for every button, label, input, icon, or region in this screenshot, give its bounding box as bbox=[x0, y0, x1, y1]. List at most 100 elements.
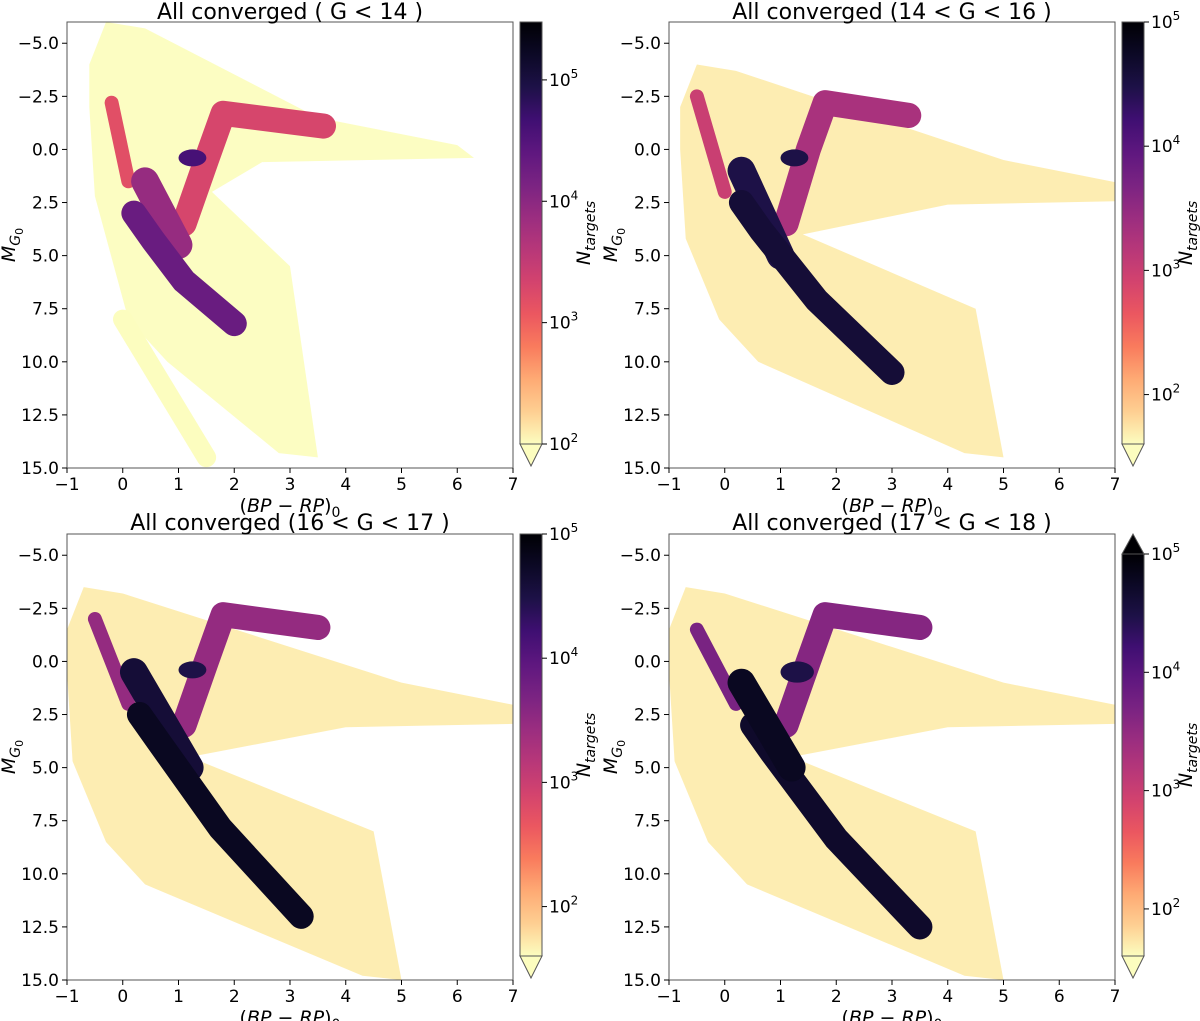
colorbar-extend-min bbox=[519, 955, 543, 980]
y-tick-label: 10.0 bbox=[623, 865, 661, 885]
y-tick-label: 2.5 bbox=[32, 706, 59, 726]
colorbar-gradient bbox=[519, 533, 543, 957]
feature-red-clump bbox=[780, 149, 809, 167]
x-axis-label: (BP − RP)0 bbox=[842, 495, 943, 521]
y-tick-label: 2.5 bbox=[32, 194, 59, 214]
colorbar-extend-max bbox=[1121, 532, 1145, 555]
colorbar-gradient bbox=[1121, 21, 1145, 445]
feature-turnoff-subgiant bbox=[727, 668, 806, 782]
x-tick-label: 2 bbox=[831, 475, 842, 495]
colorbar-tick-label: 105 bbox=[1151, 541, 1180, 565]
y-tick-label: 12.5 bbox=[623, 918, 661, 938]
x-tick-label: 3 bbox=[887, 987, 898, 1007]
y-tick-label: 15.0 bbox=[623, 971, 661, 991]
x-tick-label: −1 bbox=[54, 475, 79, 495]
y-tick-label: 7.5 bbox=[32, 812, 59, 832]
x-tick-label: 3 bbox=[887, 475, 898, 495]
colorbar-extend-min bbox=[1121, 443, 1145, 468]
x-tick-label: 6 bbox=[1054, 475, 1065, 495]
panel-1: All converged ( G < 14 ) −1 0 1 2 3 4 5 6 7 −5.0 −2… bbox=[0, 0, 599, 521]
x-tick-label: 6 bbox=[452, 475, 463, 495]
x-tick-label: 2 bbox=[229, 987, 240, 1007]
feature-red-clump bbox=[780, 661, 814, 683]
chart-title: All converged (17 < G < 18 ) bbox=[732, 511, 1051, 536]
x-tick-label: 7 bbox=[1110, 987, 1121, 1007]
y-tick-label: 15.0 bbox=[21, 971, 59, 991]
colorbar-tick-label: 103 bbox=[1151, 778, 1180, 802]
y-tick-label: 10.0 bbox=[623, 353, 661, 373]
colorbar-gradient bbox=[519, 21, 543, 445]
feature-faint-envelope bbox=[669, 587, 1115, 980]
feature-main-sequence bbox=[126, 701, 314, 929]
chart-title: All converged (16 < G < 17 ) bbox=[130, 511, 449, 536]
y-tick-label: −5.0 bbox=[620, 34, 661, 54]
x-tick-label: 5 bbox=[396, 475, 407, 495]
feature-red-giant-branch bbox=[171, 100, 336, 237]
x-tick-label: −1 bbox=[656, 987, 681, 1007]
x-axis-label: (BP − RP)0 bbox=[842, 1007, 943, 1021]
x-tick-label: 4 bbox=[942, 987, 953, 1007]
feature-red-giant-branch bbox=[773, 602, 933, 738]
y-tick-label: −5.0 bbox=[620, 546, 661, 566]
x-tick-label: 0 bbox=[719, 987, 730, 1007]
x-tick-label: 0 bbox=[117, 987, 128, 1007]
y-tick-label: 2.5 bbox=[634, 194, 661, 214]
density-map bbox=[669, 587, 1115, 980]
feature-main-sequence bbox=[728, 189, 905, 385]
feature-red-clump bbox=[178, 149, 207, 167]
density-map bbox=[67, 587, 513, 980]
x-tick-label: 5 bbox=[396, 987, 407, 1007]
colorbar-tick-label: 102 bbox=[1151, 382, 1180, 406]
x-tick-label: 6 bbox=[1054, 987, 1065, 1007]
x-tick-label: 0 bbox=[719, 475, 730, 495]
x-tick-label: 4 bbox=[340, 987, 351, 1007]
y-tick-label: 2.5 bbox=[634, 706, 661, 726]
y-tick-label: 15.0 bbox=[21, 459, 59, 479]
colorbar-tick-label: 103 bbox=[549, 310, 578, 334]
colorbar-tick-label: 104 bbox=[549, 645, 578, 669]
y-tick-label: 5.0 bbox=[634, 247, 661, 267]
colorbar-tick-label: 105 bbox=[1151, 9, 1180, 33]
colorbar: 102 103 104 105 Ntargets bbox=[1121, 532, 1200, 980]
colorbar-extend-min bbox=[519, 443, 543, 468]
y-tick-label: 12.5 bbox=[623, 406, 661, 426]
y-tick-label: 0.0 bbox=[32, 652, 59, 672]
x-tick-label: 7 bbox=[508, 475, 519, 495]
colorbar-tick-label: 105 bbox=[549, 521, 578, 545]
feature-main-sequence bbox=[121, 200, 247, 337]
x-tick-label: 3 bbox=[285, 475, 296, 495]
chart-title: All converged (14 < G < 16 ) bbox=[732, 0, 1051, 25]
y-tick-label: 5.0 bbox=[634, 759, 661, 779]
panel-2: All converged (14 < G < 16 ) −1 0 1 2 3 4 5 6 7 −5… bbox=[600, 0, 1200, 521]
x-tick-label: −1 bbox=[54, 987, 79, 1007]
colorbar-label: Ntargets bbox=[573, 713, 599, 777]
feature-hot-blue-branch bbox=[689, 622, 743, 711]
y-tick-label: 5.0 bbox=[32, 247, 59, 267]
colorbar-tick-label: 105 bbox=[549, 67, 578, 91]
y-tick-label: −5.0 bbox=[18, 546, 59, 566]
colorbar-tick-label: 104 bbox=[1151, 133, 1180, 157]
x-tick-label: 3 bbox=[285, 987, 296, 1007]
feature-red-giant-branch bbox=[171, 602, 331, 738]
chart-title: All converged ( G < 14 ) bbox=[157, 0, 423, 25]
x-tick-label: 0 bbox=[117, 475, 128, 495]
feature-hot-blue-branch bbox=[689, 89, 732, 199]
x-axis-label: (BP − RP)0 bbox=[240, 1007, 341, 1021]
y-tick-label: 5.0 bbox=[32, 759, 59, 779]
feature-hot-blue-branch bbox=[87, 611, 136, 711]
x-tick-label: 1 bbox=[775, 987, 786, 1007]
colorbar-label: Ntargets bbox=[1175, 201, 1200, 265]
panel-3: All converged (16 < G < 17 ) −1 0 1 2 3 4 5 6 7 −5… bbox=[0, 511, 599, 1021]
colorbar: 102 103 104 105 Ntargets bbox=[519, 521, 599, 980]
y-axis-label: MG0 bbox=[0, 740, 26, 774]
x-tick-label: 2 bbox=[831, 987, 842, 1007]
y-tick-label: 12.5 bbox=[21, 406, 59, 426]
colorbar-tick-label: 102 bbox=[1151, 896, 1180, 920]
colorbar-gradient bbox=[1121, 553, 1145, 957]
y-tick-label: 0.0 bbox=[634, 652, 661, 672]
x-tick-label: 4 bbox=[340, 475, 351, 495]
y-tick-label: 7.5 bbox=[634, 812, 661, 832]
feature-faint-envelope bbox=[67, 587, 513, 980]
colorbar-extend-min bbox=[1121, 955, 1145, 980]
